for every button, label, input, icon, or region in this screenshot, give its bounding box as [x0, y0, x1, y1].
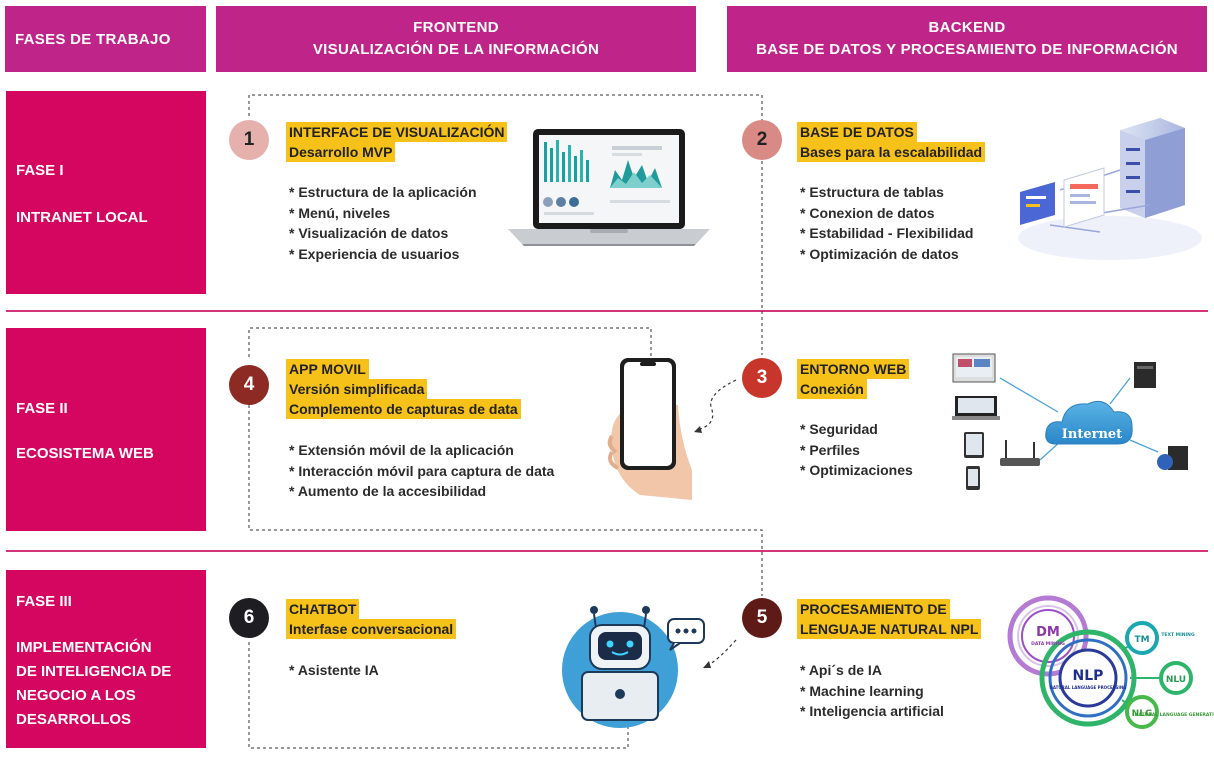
step-3-title: ENTORNO WEB: [797, 359, 910, 379]
nlp-dm-sublabel: DATA MINING: [1031, 641, 1065, 647]
header-backend-subtitle: BASE DE DATOS Y PROCESAMIENTO DE INFORMA…: [756, 41, 1178, 58]
list-item: * Menú, niveles: [289, 204, 391, 221]
list-item: * Visualización de datos: [289, 225, 449, 241]
nlp-tm-label: TM: [1134, 635, 1149, 645]
header-phases-label: FASES DE TRABAJO: [15, 30, 171, 48]
header-backend-title: BACKEND: [928, 19, 1006, 36]
step-3-number: 3: [742, 358, 782, 398]
step-6-title: CHATBOT: [286, 599, 360, 619]
step-1-number: 1: [229, 120, 269, 160]
phase-1-desc: INTRANET LOCAL: [16, 209, 148, 226]
step-4-list: * Extensión móvil de la aplicación * Int…: [289, 440, 554, 502]
phase-1-name: FASE I: [16, 162, 64, 179]
nlp-center-label: NLP: [1073, 668, 1104, 684]
step-5-title: PROCESAMIENTO DE: [797, 599, 950, 619]
phase-1-box: FASE I INTRANET LOCAL: [6, 91, 206, 294]
list-item: * Optimizaciones: [800, 462, 913, 478]
list-item: * Estructura de la aplicación: [289, 184, 477, 200]
header-frontend-title: FRONTEND: [413, 19, 499, 36]
step-4-number: 4: [229, 365, 269, 405]
step-3-list: * Seguridad * Perfiles * Optimizaciones: [800, 419, 913, 481]
list-item: * Asistente IA: [289, 662, 379, 678]
step-1-title: INTERFACE DE VISUALIZACIÓN: [286, 122, 508, 142]
phase-3-name: FASE III: [16, 593, 72, 610]
list-item: * Optimización de datos: [800, 245, 959, 262]
phase-3-desc-line-4: DESARROLLOS: [16, 711, 132, 728]
nlp-center-sublabel: NATURAL LANGUAGE PROCESSING: [1050, 685, 1127, 690]
list-item: * Estructura de tablas: [800, 184, 944, 200]
list-item: * Extensión móvil de la aplicación: [289, 442, 514, 458]
arrow-head: [694, 426, 711, 668]
chatbot-illustration: [562, 606, 705, 728]
phase-3-desc-line-1: IMPLEMENTACIÓN: [16, 639, 152, 656]
step-4-title: APP MOVIL: [286, 359, 369, 379]
nlp-nlg-label: NLG: [1132, 709, 1153, 719]
step-2-subtitle: Bases para la escalabilidad: [797, 142, 986, 162]
nlp-tm-sublabel: TEXT MINING: [1161, 632, 1195, 638]
step-2-list: * Estructura de tablas * Conexion de dat…: [800, 182, 973, 264]
step-3-subtitle: Conexión: [797, 379, 867, 399]
nlp-nlu-label: NLU: [1166, 675, 1186, 685]
nlp-diagram-illustration: [1007, 595, 1193, 729]
internet-label: Internet: [1062, 427, 1122, 442]
header-frontend-subtitle: VISUALIZACIÓN DE LA INFORMACIÓN: [312, 41, 600, 58]
phase-2-box: FASE II ECOSISTEMA WEB: [6, 328, 206, 531]
step-6-number: 6: [229, 598, 269, 638]
nlp-dm-label: DM: [1036, 625, 1060, 640]
phase-2-desc: ECOSISTEMA WEB: [16, 445, 154, 462]
phase-3-desc-line-2: DE INTELIGENCIA DE: [16, 663, 172, 680]
step-6-subtitle: Interfase conversacional: [286, 619, 457, 639]
laptop-illustration: [508, 129, 710, 246]
nlp-nlg-sublabel: NATURAL LANGUAGE GENERATION: [1135, 712, 1214, 718]
list-item: * Conexion de datos: [800, 204, 935, 221]
smartphone-illustration: [607, 358, 692, 500]
step-2-title: BASE DE DATOS: [797, 122, 917, 142]
phase-3-box: FASE III IMPLEMENTACIÓN DE INTELIGENCIA …: [6, 570, 206, 748]
step-6-list: * Asistente IA: [289, 660, 379, 681]
list-item: * Aumento de la accesibilidad: [289, 483, 487, 499]
header-phases: FASES DE TRABAJO: [5, 6, 206, 72]
list-item: * Experiencia de usuarios: [289, 245, 460, 262]
list-item: * Machine learning: [800, 682, 924, 699]
step-4-subtitle-2: Complemento de capturas de data: [286, 399, 521, 419]
list-item: * Estabilidad - Flexibilidad: [800, 225, 974, 241]
row-separator: [6, 550, 1208, 552]
step-5-list: * Api´s de IA * Machine learning * Intel…: [800, 660, 944, 722]
database-illustration: [1018, 118, 1202, 260]
step-1-subtitle: Desarrollo MVP: [286, 142, 396, 162]
web-network-illustration: [952, 353, 1188, 490]
header-backend: BACKEND BASE DE DATOS Y PROCESAMIENTO DE…: [727, 6, 1207, 72]
step-5-number: 5: [742, 598, 782, 638]
list-item: * Perfiles: [800, 441, 860, 458]
step-4-subtitle-1: Versión simplificada: [286, 379, 428, 399]
list-item: * Inteligencia artificial: [800, 703, 944, 719]
phase-3-desc-line-3: NEGOCIO A LOS: [16, 687, 136, 704]
step-1-list: * Estructura de la aplicación * Menú, ni…: [289, 182, 477, 264]
row-separator: [6, 310, 1208, 312]
step-5-subtitle: LENGUAJE NATURAL NPL: [797, 619, 982, 639]
list-item: * Api´s de IA: [800, 662, 882, 678]
list-item: * Interacción móvil para captura de data: [289, 462, 555, 479]
step-2-number: 2: [742, 120, 782, 160]
phase-2-name: FASE II: [16, 400, 68, 417]
list-item: * Seguridad: [800, 421, 878, 437]
header-frontend: FRONTEND VISUALIZACIÓN DE LA INFORMACIÓN: [216, 6, 696, 72]
